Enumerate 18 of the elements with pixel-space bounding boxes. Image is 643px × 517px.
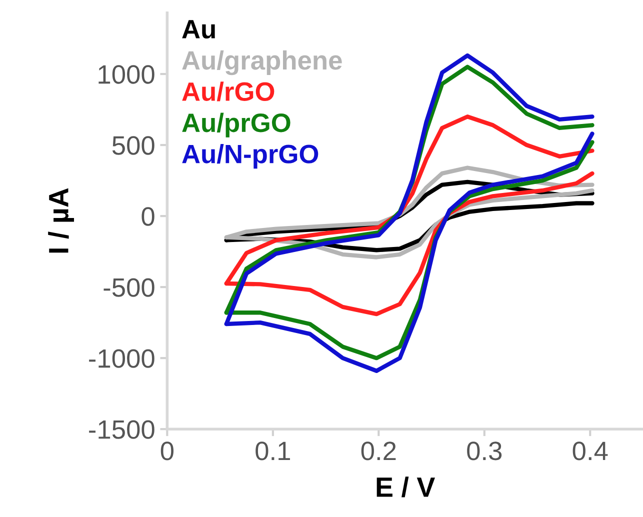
y-tick-label: -1500: [89, 420, 154, 439]
text: Au/graphene: [182, 50, 342, 76]
y-tick-label: 500: [112, 136, 154, 155]
y-tick-label: -1000: [89, 349, 154, 368]
x-tick-label: 0: [160, 442, 174, 460]
x-tick-label: 0.3: [467, 442, 502, 460]
y-tick-label: -500: [104, 278, 154, 297]
y-axis-title: I / µA: [48, 188, 74, 253]
text: Au: [182, 20, 215, 39]
x-tick-label: 0.2: [361, 442, 396, 460]
x-tick-label: 0.4: [572, 442, 608, 460]
y-tick-label: 1000: [98, 65, 154, 84]
x-axis-title: E / V: [376, 476, 436, 498]
text: Au/rGO: [182, 82, 274, 102]
x-tick-label: 0.1: [256, 442, 290, 460]
text: Au/N-prGO: [182, 144, 318, 169]
text: Au/prGO: [182, 112, 290, 138]
y-tick-label: 0: [142, 207, 154, 226]
